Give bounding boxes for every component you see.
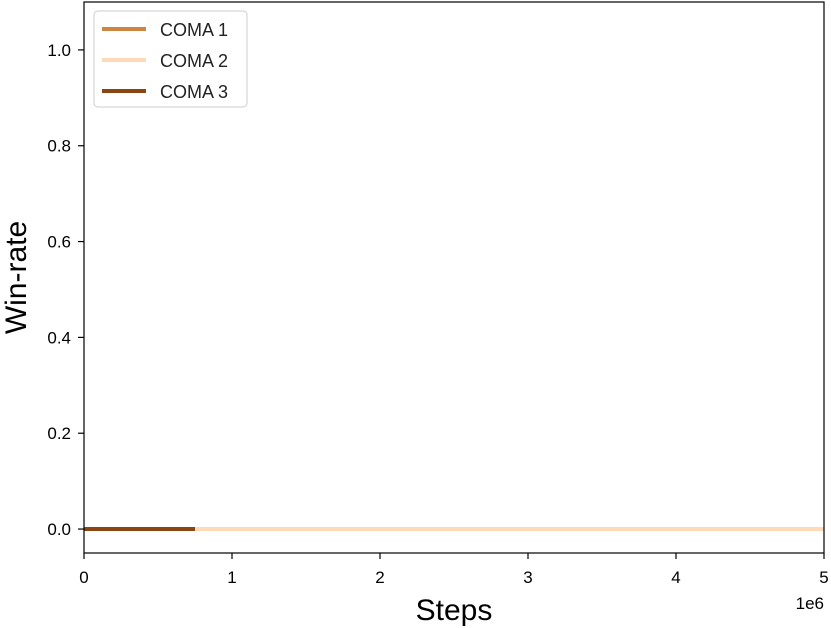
x-tick-label: 1: [227, 568, 236, 587]
legend-label: COMA 1: [160, 20, 228, 40]
x-axis-offset-label: 1e6: [796, 594, 824, 613]
plot-frame: [83, 1, 825, 554]
x-tick-label: 4: [671, 568, 680, 587]
x-tick-label: 3: [523, 568, 532, 587]
legend-label: COMA 2: [160, 51, 228, 71]
y-tick-label: 0.0: [47, 520, 71, 539]
y-tick-label: 0.2: [47, 424, 71, 443]
y-axis: 0.0 0.2 0.4 0.6 0.8 1.0: [47, 41, 84, 539]
x-axis: 0 1 2 3 4 5: [79, 553, 829, 587]
legend: COMA 1 COMA 2 COMA 3: [93, 10, 248, 108]
y-tick-label: 0.6: [47, 233, 71, 252]
y-tick-label: 0.8: [47, 137, 71, 156]
x-tick-label: 5: [819, 568, 828, 587]
x-tick-label: 0: [79, 568, 88, 587]
y-tick-label: 1.0: [47, 41, 71, 60]
y-axis-title: Win-rate: [0, 221, 33, 334]
x-axis-title: Steps: [416, 594, 493, 627]
x-tick-label: 2: [375, 568, 384, 587]
y-tick-label: 0.4: [47, 328, 71, 347]
legend-label: COMA 3: [160, 82, 228, 102]
legend-box: [93, 10, 248, 108]
